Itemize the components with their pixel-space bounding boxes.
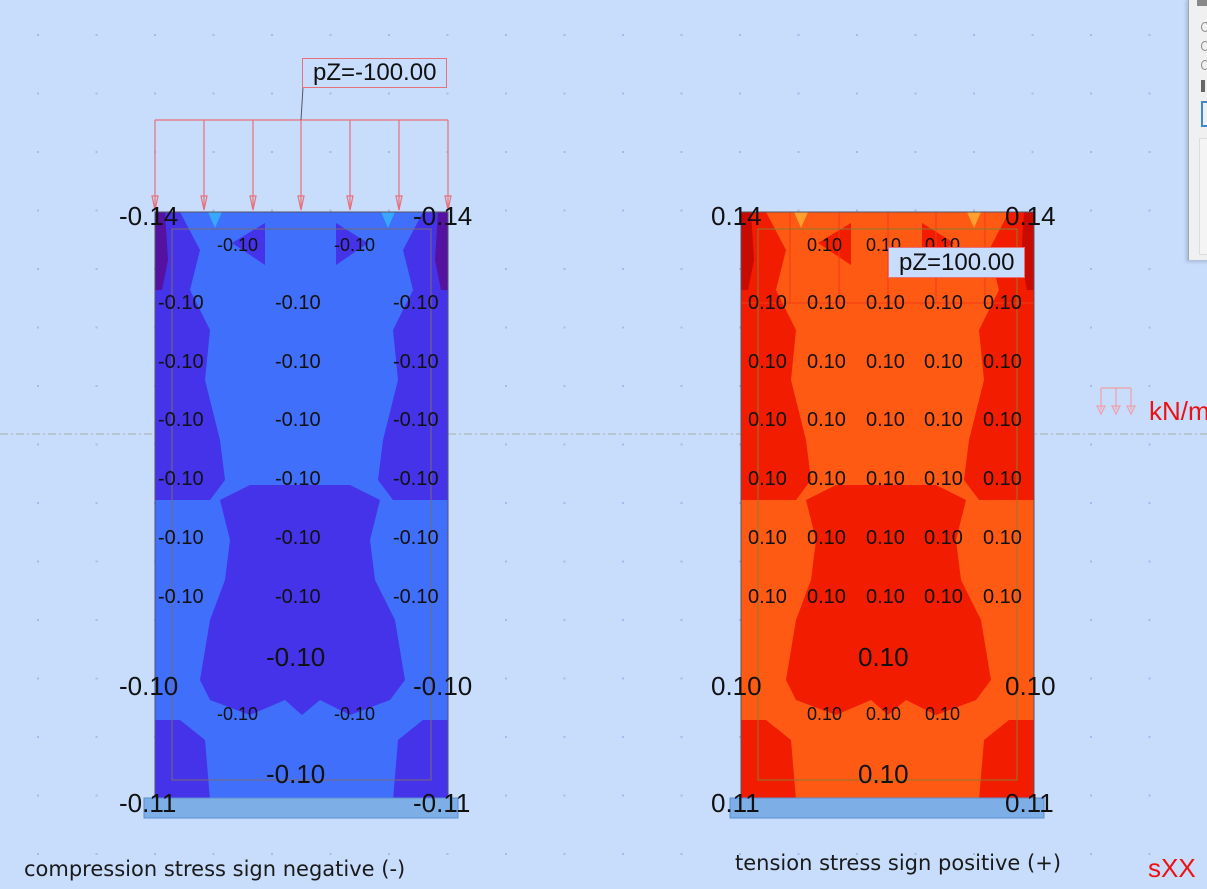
right-grid-value: 0.10: [983, 586, 1022, 608]
right-grid-value: 0.10: [807, 586, 846, 608]
left-grid-value: -0.10: [393, 527, 439, 549]
panel-list[interactable]: [1199, 138, 1207, 255]
left-corner-bottom-right: -0.11: [413, 788, 471, 818]
right-grid-value: 0.10: [983, 292, 1022, 314]
left-load-label[interactable]: pZ=-100.00: [302, 58, 448, 88]
left-grid-value: -0.10: [275, 292, 321, 314]
left-top-value: -0.10: [334, 235, 376, 255]
left-corner-mid-right: -0.10: [413, 671, 473, 701]
right-grid-value: 0.10: [866, 586, 905, 608]
left-grid-value: -0.10: [158, 409, 204, 431]
right-grid-value: 0.10: [924, 351, 963, 373]
left-plate-contour: [154, 211, 449, 801]
right-grid-value: 0.10: [983, 527, 1022, 549]
panel-icon: [1197, 0, 1207, 6]
left-caption: compression stress sign negative (-): [24, 857, 406, 881]
right-grid-value: 0.10: [983, 409, 1022, 431]
right-corner-mid-left: 0.10: [711, 671, 762, 701]
right-center-upper-value: 0.10: [858, 642, 909, 672]
left-grid-value: -0.10: [393, 351, 439, 373]
left-grid-value: -0.10: [158, 351, 204, 373]
right-grid-value: 0.10: [748, 468, 787, 490]
left-grid-value: -0.10: [275, 586, 321, 608]
right-grid-value: 0.10: [807, 409, 846, 431]
right-plate-contour: [740, 211, 1035, 801]
left-grid-value: -0.10: [158, 586, 204, 608]
right-lower-value: 0.10: [866, 704, 902, 724]
right-corner-mid-right: 0.10: [1005, 671, 1056, 701]
right-grid-value: 0.10: [924, 292, 963, 314]
left-grid-value: -0.10: [275, 468, 321, 490]
right-top-value: 0.10: [807, 235, 843, 255]
right-corner-top-left: 0.14: [711, 201, 762, 231]
left-corner-bottom-left: -0.11: [119, 788, 177, 818]
left-grid-value: -0.10: [393, 409, 439, 431]
properties-panel[interactable]: [1188, 0, 1207, 260]
left-grid-value: -0.10: [158, 292, 204, 314]
right-corner-bottom-right: 0.11: [1005, 788, 1054, 818]
right-corner-bottom-left: 0.11: [711, 788, 760, 818]
right-grid-value: 0.10: [924, 586, 963, 608]
left-lower-value: -0.10: [217, 704, 259, 724]
right-grid-value: 0.10: [866, 527, 905, 549]
left-grid-value: -0.10: [158, 468, 204, 490]
panel-input[interactable]: [1201, 101, 1207, 127]
left-center-lower-value: -0.10: [266, 759, 326, 789]
right-center-lower-value: 0.10: [858, 759, 909, 789]
right-grid-value: 0.10: [807, 527, 846, 549]
left-center-upper-value: -0.10: [266, 642, 326, 672]
right-grid-value: 0.10: [748, 527, 787, 549]
left-grid-value: -0.10: [393, 292, 439, 314]
right-grid-value: 0.10: [807, 351, 846, 373]
right-grid-value: 0.10: [748, 409, 787, 431]
right-grid-value: 0.10: [807, 468, 846, 490]
right-lower-value: 0.10: [807, 704, 843, 724]
left-top-value: -0.10: [217, 235, 259, 255]
right-grid-value: 0.10: [807, 292, 846, 314]
right-grid-value: 0.10: [983, 351, 1022, 373]
left-grid-value: -0.10: [158, 527, 204, 549]
load-unit-icon: [1096, 387, 1136, 416]
left-grid-value: -0.10: [275, 409, 321, 431]
left-lower-value: -0.10: [334, 704, 376, 724]
right-caption: tension stress sign positive (+): [735, 851, 1062, 875]
right-grid-value: 0.10: [748, 351, 787, 373]
left-grid-value: -0.10: [393, 586, 439, 608]
radio-option-3[interactable]: [1201, 60, 1207, 70]
left-support: [143, 797, 459, 819]
radio-option-2[interactable]: [1201, 41, 1207, 51]
right-lower-value: 0.10: [925, 704, 961, 724]
left-corner-mid-left: -0.10: [119, 671, 179, 701]
right-grid-value: 0.10: [924, 409, 963, 431]
result-name-label: sXX: [1148, 853, 1196, 883]
checkbox[interactable]: [1201, 80, 1205, 92]
radio-option-1[interactable]: [1201, 22, 1207, 32]
left-grid-value: -0.10: [393, 468, 439, 490]
right-grid-value: 0.10: [983, 468, 1022, 490]
right-grid-value: 0.10: [866, 292, 905, 314]
right-grid-value: 0.10: [924, 468, 963, 490]
right-load-label[interactable]: pZ=100.00: [888, 247, 1026, 278]
left-grid-value: -0.10: [275, 527, 321, 549]
right-grid-value: 0.10: [924, 527, 963, 549]
left-corner-top-left: -0.14: [119, 201, 179, 231]
right-grid-value: 0.10: [866, 351, 905, 373]
load-unit-label: kN/m: [1149, 396, 1207, 426]
left-grid-value: -0.10: [275, 351, 321, 373]
right-corner-top-right: 0.14: [1005, 201, 1056, 231]
right-grid-value: 0.10: [748, 586, 787, 608]
right-grid-value: 0.10: [866, 409, 905, 431]
left-corner-top-right: -0.14: [413, 201, 473, 231]
right-grid-value: 0.10: [748, 292, 787, 314]
right-grid-value: 0.10: [866, 468, 905, 490]
right-support: [729, 797, 1045, 819]
